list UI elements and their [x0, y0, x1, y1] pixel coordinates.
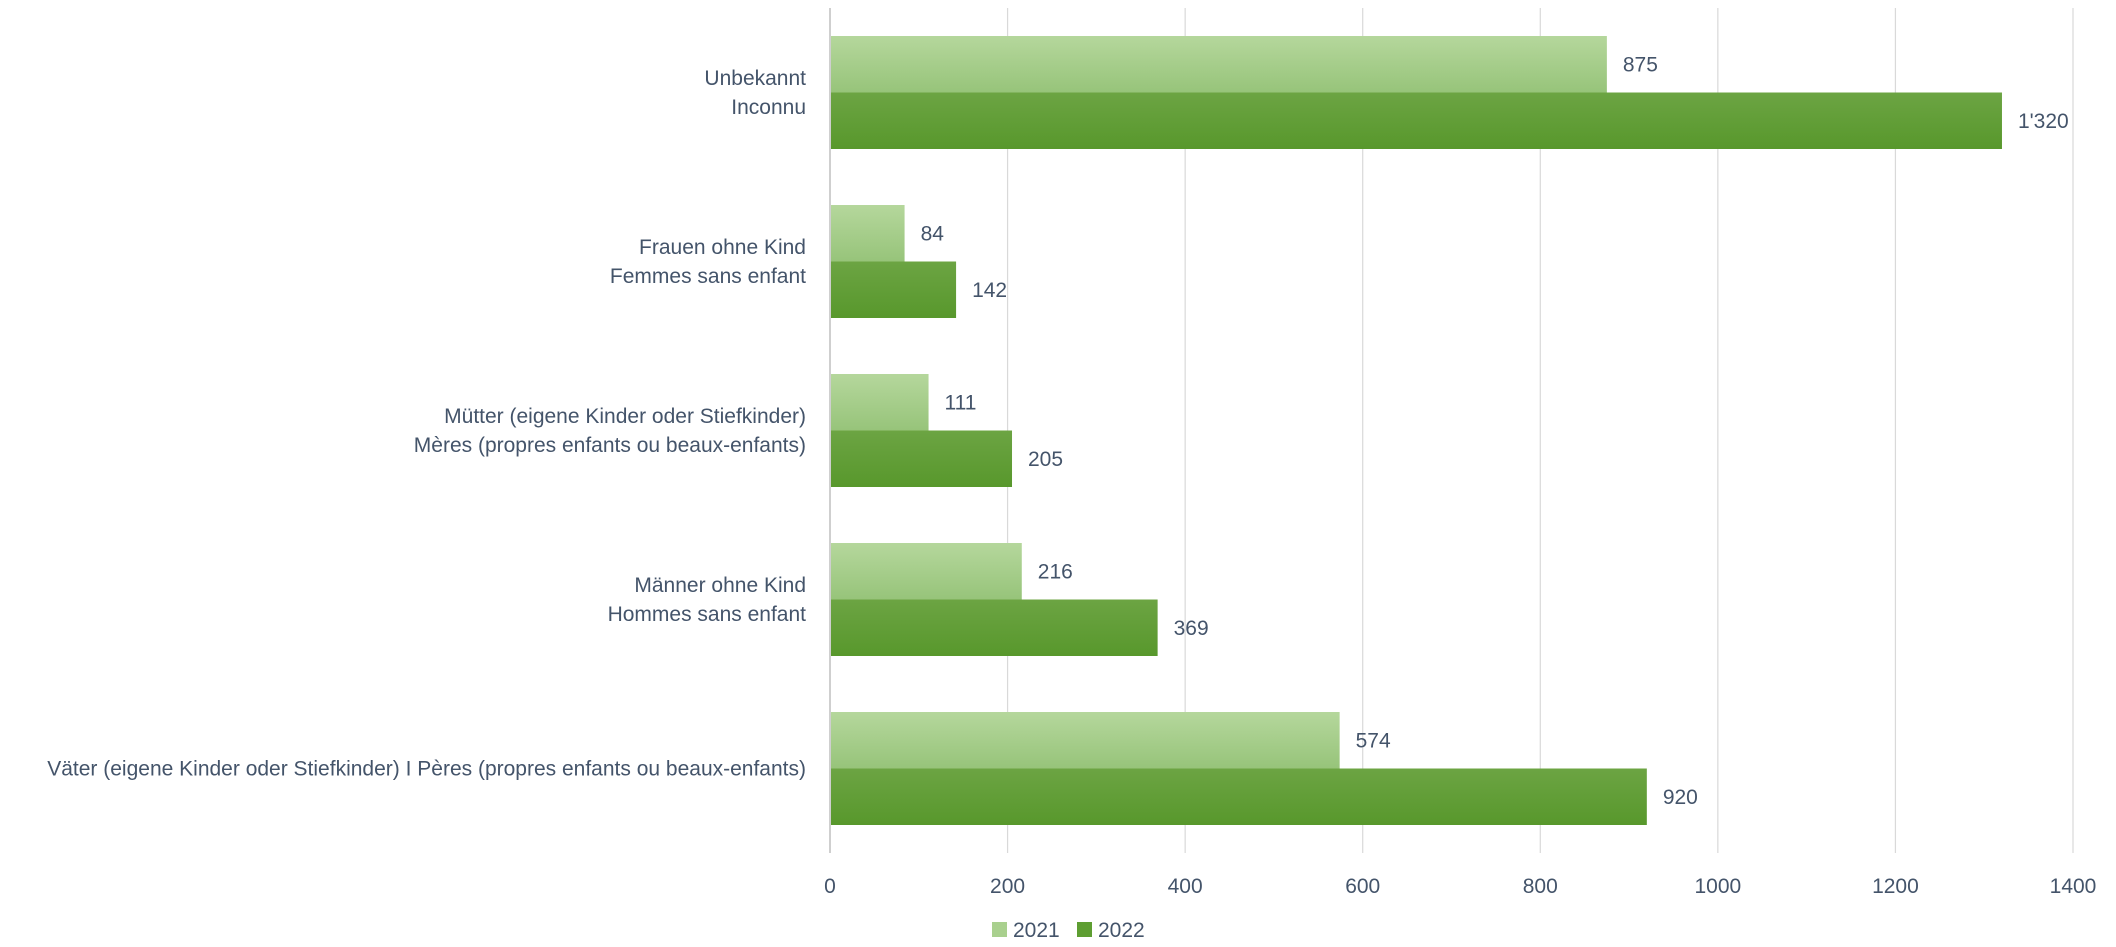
bar-2022	[831, 599, 1158, 656]
data-label: 111	[945, 391, 977, 414]
bars	[831, 36, 2002, 825]
bar-2021	[831, 374, 929, 431]
bar-2022	[831, 261, 957, 318]
bar-2022	[831, 430, 1013, 487]
category-label: Hommes sans enfant	[608, 603, 807, 626]
category-label: Mütter (eigene Kinder oder Stiefkinder)	[444, 405, 806, 428]
category-label: Unbekannt	[704, 67, 806, 90]
data-label: 205	[1028, 448, 1063, 471]
data-label: 1'320	[2018, 110, 2069, 133]
category-label: Frauen ohne Kind	[639, 236, 806, 259]
bar-2021	[831, 205, 905, 262]
legend-label: 2022	[1098, 919, 1145, 942]
data-label: 216	[1038, 560, 1073, 583]
legend-swatch	[1077, 922, 1092, 937]
category-label: Männer ohne Kind	[634, 574, 806, 597]
bar-2021	[831, 712, 1340, 769]
data-label: 920	[1663, 786, 1698, 809]
x-tick-label: 200	[990, 875, 1025, 898]
data-label: 369	[1174, 617, 1209, 640]
data-label: 574	[1356, 729, 1391, 752]
x-axis-tick-labels: 0 200 400 600 800 1000 1200 1400	[824, 875, 2096, 898]
x-tick-label: 800	[1523, 875, 1558, 898]
legend-swatch	[992, 922, 1007, 937]
data-label: 142	[972, 279, 1007, 302]
category-label: Inconnu	[731, 96, 806, 119]
bar-2021	[831, 543, 1022, 600]
data-label: 875	[1623, 53, 1658, 76]
data-label: 84	[921, 222, 945, 245]
bar-2022	[831, 92, 2002, 149]
x-tick-label: 600	[1345, 875, 1380, 898]
category-labels: Unbekannt Inconnu Frauen ohne Kind Femmes s…	[47, 67, 806, 781]
legend-label: 2021	[1013, 919, 1060, 942]
x-tick-label: 400	[1168, 875, 1203, 898]
x-tick-label: 1400	[2050, 875, 2097, 898]
category-label: Väter (eigene Kinder oder Stiefkinder) I…	[47, 758, 806, 781]
data-labels: 875 1'320 84 142 111 205 216 369 574 920	[921, 53, 2069, 809]
category-label: Mères (propres enfants ou beaux-enfants)	[414, 434, 806, 457]
x-tick-label: 1200	[1872, 875, 1919, 898]
bar-2022	[831, 768, 1647, 825]
x-tick-label: 1000	[1694, 875, 1741, 898]
category-label: Femmes sans enfant	[610, 265, 806, 288]
x-tick-label: 0	[824, 875, 836, 898]
legend: 2021 2022	[992, 919, 1145, 942]
bar-2021	[831, 36, 1607, 93]
